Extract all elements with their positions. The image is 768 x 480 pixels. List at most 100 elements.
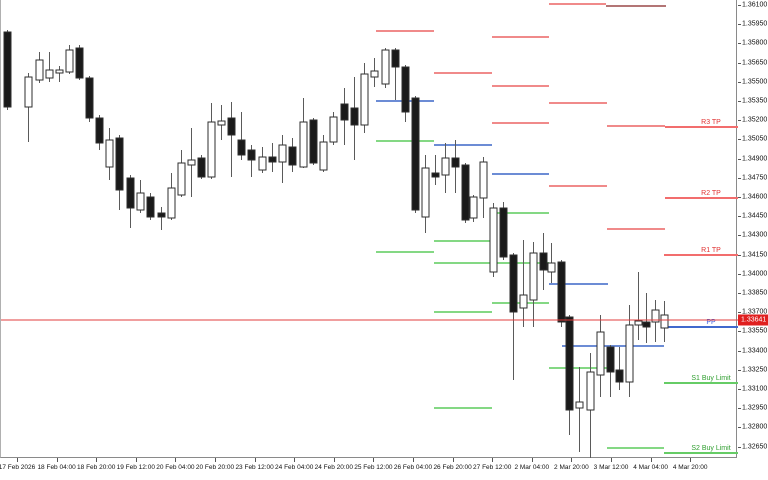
time-axis-label: 27 Feb 12:00: [473, 464, 512, 471]
candle: [126, 174, 135, 228]
pivot-label-s2-buy-limit[interactable]: S2 Buy Limit: [691, 445, 730, 452]
price-axis-label: 1.34150: [742, 251, 768, 259]
candle: [557, 259, 566, 328]
price-axis-tick: [738, 24, 741, 26]
time-axis-label: 2 Mar 04:00: [514, 464, 550, 471]
candle: [319, 135, 328, 173]
candle: [65, 44, 74, 74]
time-axis-tick: [611, 458, 612, 462]
price-axis-label: 1.33850: [742, 289, 768, 297]
time-axis-label: 25 Feb 12:00: [354, 464, 393, 471]
candle: [55, 66, 64, 83]
price-axis[interactable]: 1.36100 1.35950 1.35800 1.35650 1.35500 1.353…: [738, 0, 768, 458]
pivot-label-r2-tp[interactable]: R2 TP: [701, 190, 721, 197]
price-axis-label: 1.35650: [742, 59, 768, 67]
candle: [268, 142, 277, 173]
price-axis-label: 1.36100: [742, 1, 768, 9]
candle: [596, 315, 605, 397]
time-axis-label: 18 Feb 20:00: [77, 464, 116, 471]
time-axis-label: 17 Feb 2026: [0, 464, 36, 471]
price-axis-tick: [738, 216, 741, 218]
candle: [247, 145, 256, 178]
price-axis-label: 1.34000: [742, 270, 768, 278]
time-axis-label: 24 Feb 04:00: [275, 464, 314, 471]
price-axis-tick: [738, 177, 741, 179]
candle: [529, 242, 538, 328]
candle: [299, 98, 308, 168]
candle: [421, 155, 430, 233]
price-axis-label: 1.34750: [742, 174, 768, 182]
candle: [329, 112, 338, 146]
price-axis-tick: [738, 389, 741, 390]
time-axis-tick: [571, 458, 573, 462]
candle: [575, 366, 584, 452]
pivot-label-r3-tp[interactable]: R3 TP: [701, 119, 721, 126]
candle: [499, 201, 508, 260]
price-axis-label: 1.34300: [742, 231, 768, 239]
time-axis-tick: [135, 458, 137, 462]
price-axis-label: 1.33550: [742, 327, 768, 335]
candle: [340, 87, 349, 146]
candlestick-chart[interactable]: R3 TP R2 TP R1 TP PP S1 Buy Limit S2 Buy Limi…: [1, 0, 738, 458]
candle: [469, 194, 478, 222]
time-axis-tick: [294, 458, 296, 462]
price-axis-label: 1.35950: [742, 20, 768, 28]
candle: [75, 44, 84, 81]
price-axis-label: 1.35350: [742, 97, 768, 105]
time-axis[interactable]: 17 Feb 2026 18 Feb 04:00 18 Feb 20:00 19 Fe…: [0, 458, 768, 480]
price-axis-tick: [738, 312, 741, 314]
candle: [207, 103, 216, 179]
price-axis-label: 1.35500: [742, 78, 768, 86]
candle: [217, 104, 226, 141]
candle: [642, 293, 651, 344]
time-axis-tick: [492, 458, 494, 462]
price-axis-label: 1.34900: [742, 155, 768, 163]
time-axis-label: 3 Mar 12:00: [593, 464, 629, 471]
candle: [451, 140, 460, 194]
chart-plot-area[interactable]: R3 TP R2 TP R1 TP PP S1 Buy Limit S2 Buy Limi…: [0, 0, 738, 458]
candle: [227, 102, 236, 178]
time-axis-tick: [17, 458, 18, 462]
price-axis-label: 1.34450: [742, 212, 768, 220]
time-axis-tick: [452, 458, 454, 462]
pivot-label-s1-buy-limit[interactable]: S1 Buy Limit: [691, 375, 730, 382]
candle: [651, 300, 660, 343]
candle: [3, 29, 12, 110]
candle: [197, 155, 206, 179]
price-axis-tick: [738, 81, 741, 83]
candle: [509, 252, 518, 381]
price-axis-tick: [738, 446, 741, 448]
price-axis-tick: [738, 293, 741, 294]
candle: [489, 203, 498, 277]
price-axis-label: 1.35800: [742, 39, 768, 47]
time-axis-tick: [56, 458, 58, 462]
price-axis-tick: [738, 254, 741, 256]
candle: [401, 65, 410, 122]
price-axis-tick: [738, 369, 741, 371]
candle: [350, 76, 359, 161]
time-axis-tick: [175, 458, 177, 462]
candle: [615, 347, 624, 391]
current-price-badge: 1.33641: [738, 314, 768, 326]
candle: [258, 146, 267, 173]
time-axis-tick: [690, 458, 692, 462]
candle: [547, 242, 556, 284]
time-axis-label: 2 Mar 20:00: [554, 464, 589, 471]
candle: [35, 51, 44, 83]
price-axis-tick: [738, 120, 741, 122]
candle: [146, 193, 155, 221]
price-axis-tick: [738, 331, 741, 333]
price-axis-label: 1.33400: [742, 347, 768, 355]
pivot-label-r1-tp[interactable]: R1 TP: [701, 247, 721, 254]
candle: [461, 162, 470, 223]
candle: [278, 135, 287, 184]
time-axis-tick: [373, 458, 375, 462]
candle: [237, 112, 246, 161]
pivot-label-pp[interactable]: PP: [706, 319, 716, 326]
candle: [660, 301, 669, 343]
candle: [309, 118, 318, 165]
price-axis-tick: [738, 235, 741, 237]
time-axis-label: 26 Feb 04:00: [393, 464, 433, 471]
time-axis-tick: [215, 458, 216, 462]
candle: [539, 232, 548, 291]
